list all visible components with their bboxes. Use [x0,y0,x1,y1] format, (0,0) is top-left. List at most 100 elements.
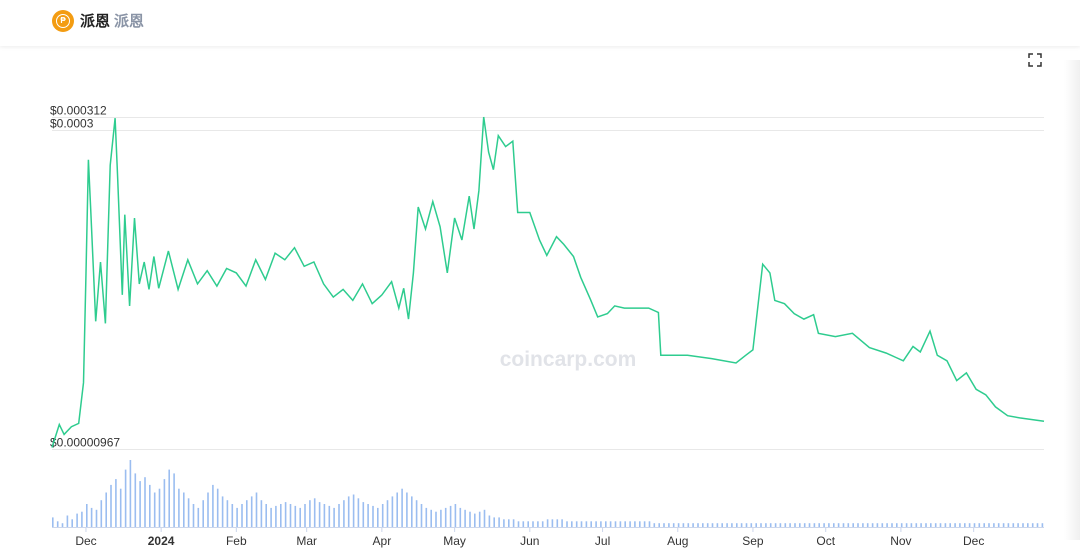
volume-bar [304,504,306,527]
volume-bar [1002,523,1005,527]
volume-bar [221,496,224,527]
volume-bar [745,523,748,527]
volume-bar [784,523,787,527]
volume-bar [541,521,544,527]
volume-bar [187,498,190,527]
volume-bar [52,517,54,527]
volume-bar [571,521,573,527]
volume-bar [119,488,122,527]
volume-bar [212,484,214,527]
volume-bar [876,523,879,527]
volume-bar [595,521,597,527]
volume-bar [192,504,195,527]
x-axis-labels: Dec 2024 Feb Mar Apr May Jun Jul Aug Sep Oct Nov Dec [75,527,984,548]
volume-bar [66,515,69,527]
volume-bar [833,523,835,527]
volume-bar [323,504,326,527]
volume-bar [643,521,646,527]
chart-grid [52,117,1044,528]
volume-bar [124,469,127,527]
volume-bar [1031,523,1034,527]
volume-bar [464,509,466,527]
volume-bar [202,500,204,527]
volume-bar [236,507,238,527]
fullscreen-icon[interactable] [1027,52,1043,68]
volume-bar [357,498,360,527]
y-tick-label: $0.0003 [50,117,94,131]
volume-bar [944,523,947,527]
volume-bar [508,519,510,527]
volume-bar [905,523,908,527]
volume-bar [891,523,893,527]
volume-bar [862,523,864,527]
volume-bar [857,523,859,527]
volume-bar [765,523,767,527]
volume-bar [444,507,447,527]
coin-symbol: 派恩 [114,12,145,30]
volume-bar [779,523,782,527]
volume-bar [241,504,243,527]
volume-bar [158,488,161,527]
volume-bar [129,460,132,527]
volume-bar [954,523,956,527]
volume-bar [930,523,932,527]
volume-bar [648,521,651,527]
volume-bar [71,519,73,527]
volume-bar [425,507,428,527]
volume-bar [309,500,311,527]
volume-bar [163,479,166,527]
volume-bar [702,523,704,527]
price-line [51,116,1045,448]
volume-bar [866,523,869,527]
volume-bar [818,523,820,527]
volume-bar [736,523,738,527]
volume-bar [871,523,874,527]
x-tick-label: Dec [75,534,96,548]
volume-bar [896,523,898,527]
volume-bar [367,504,369,527]
volume-bar [813,523,816,527]
volume-bar [377,507,379,527]
volume-bar [716,523,719,527]
x-tick-label: Feb [226,534,247,548]
volume-bar [134,473,137,527]
volume-bars [52,460,1044,527]
volume-bar [284,502,287,527]
volume-bar [275,505,277,527]
volume-bar [391,496,394,527]
volume-bar [1027,523,1029,527]
volume-bar [672,523,675,527]
volume-bar [997,523,1000,527]
volume-bar [362,502,365,527]
volume-bar [711,523,714,527]
volume-bar [653,523,656,527]
volume-bar [925,523,927,527]
coin-name: 派恩 [80,12,111,30]
volume-bar [731,523,733,527]
volume-bar [900,523,903,527]
x-tick-label: Jun [520,534,539,548]
volume-bar [498,517,500,527]
volume-bar [915,523,918,527]
volume-bar [299,507,301,527]
x-tick-label: Aug [667,534,688,548]
volume-bar [527,521,529,527]
volume-bar [226,500,229,527]
volume-bar [619,521,622,527]
volume-bar [406,492,408,527]
volume-bar [86,504,88,527]
volume-bar [740,523,743,527]
volume-bar [537,521,539,527]
volume-bar [435,511,437,527]
volume-bar [561,519,563,527]
volume-bar [411,496,413,527]
volume-bar [973,523,976,527]
volume-bar [289,504,292,527]
volume-bar [246,500,248,527]
volume-bar [1022,523,1024,527]
volume-bar [634,521,636,527]
volume-bar [265,504,267,527]
volume-bar [532,521,534,527]
watermark: coincarp.com [500,348,637,371]
volume-bar [401,488,403,527]
